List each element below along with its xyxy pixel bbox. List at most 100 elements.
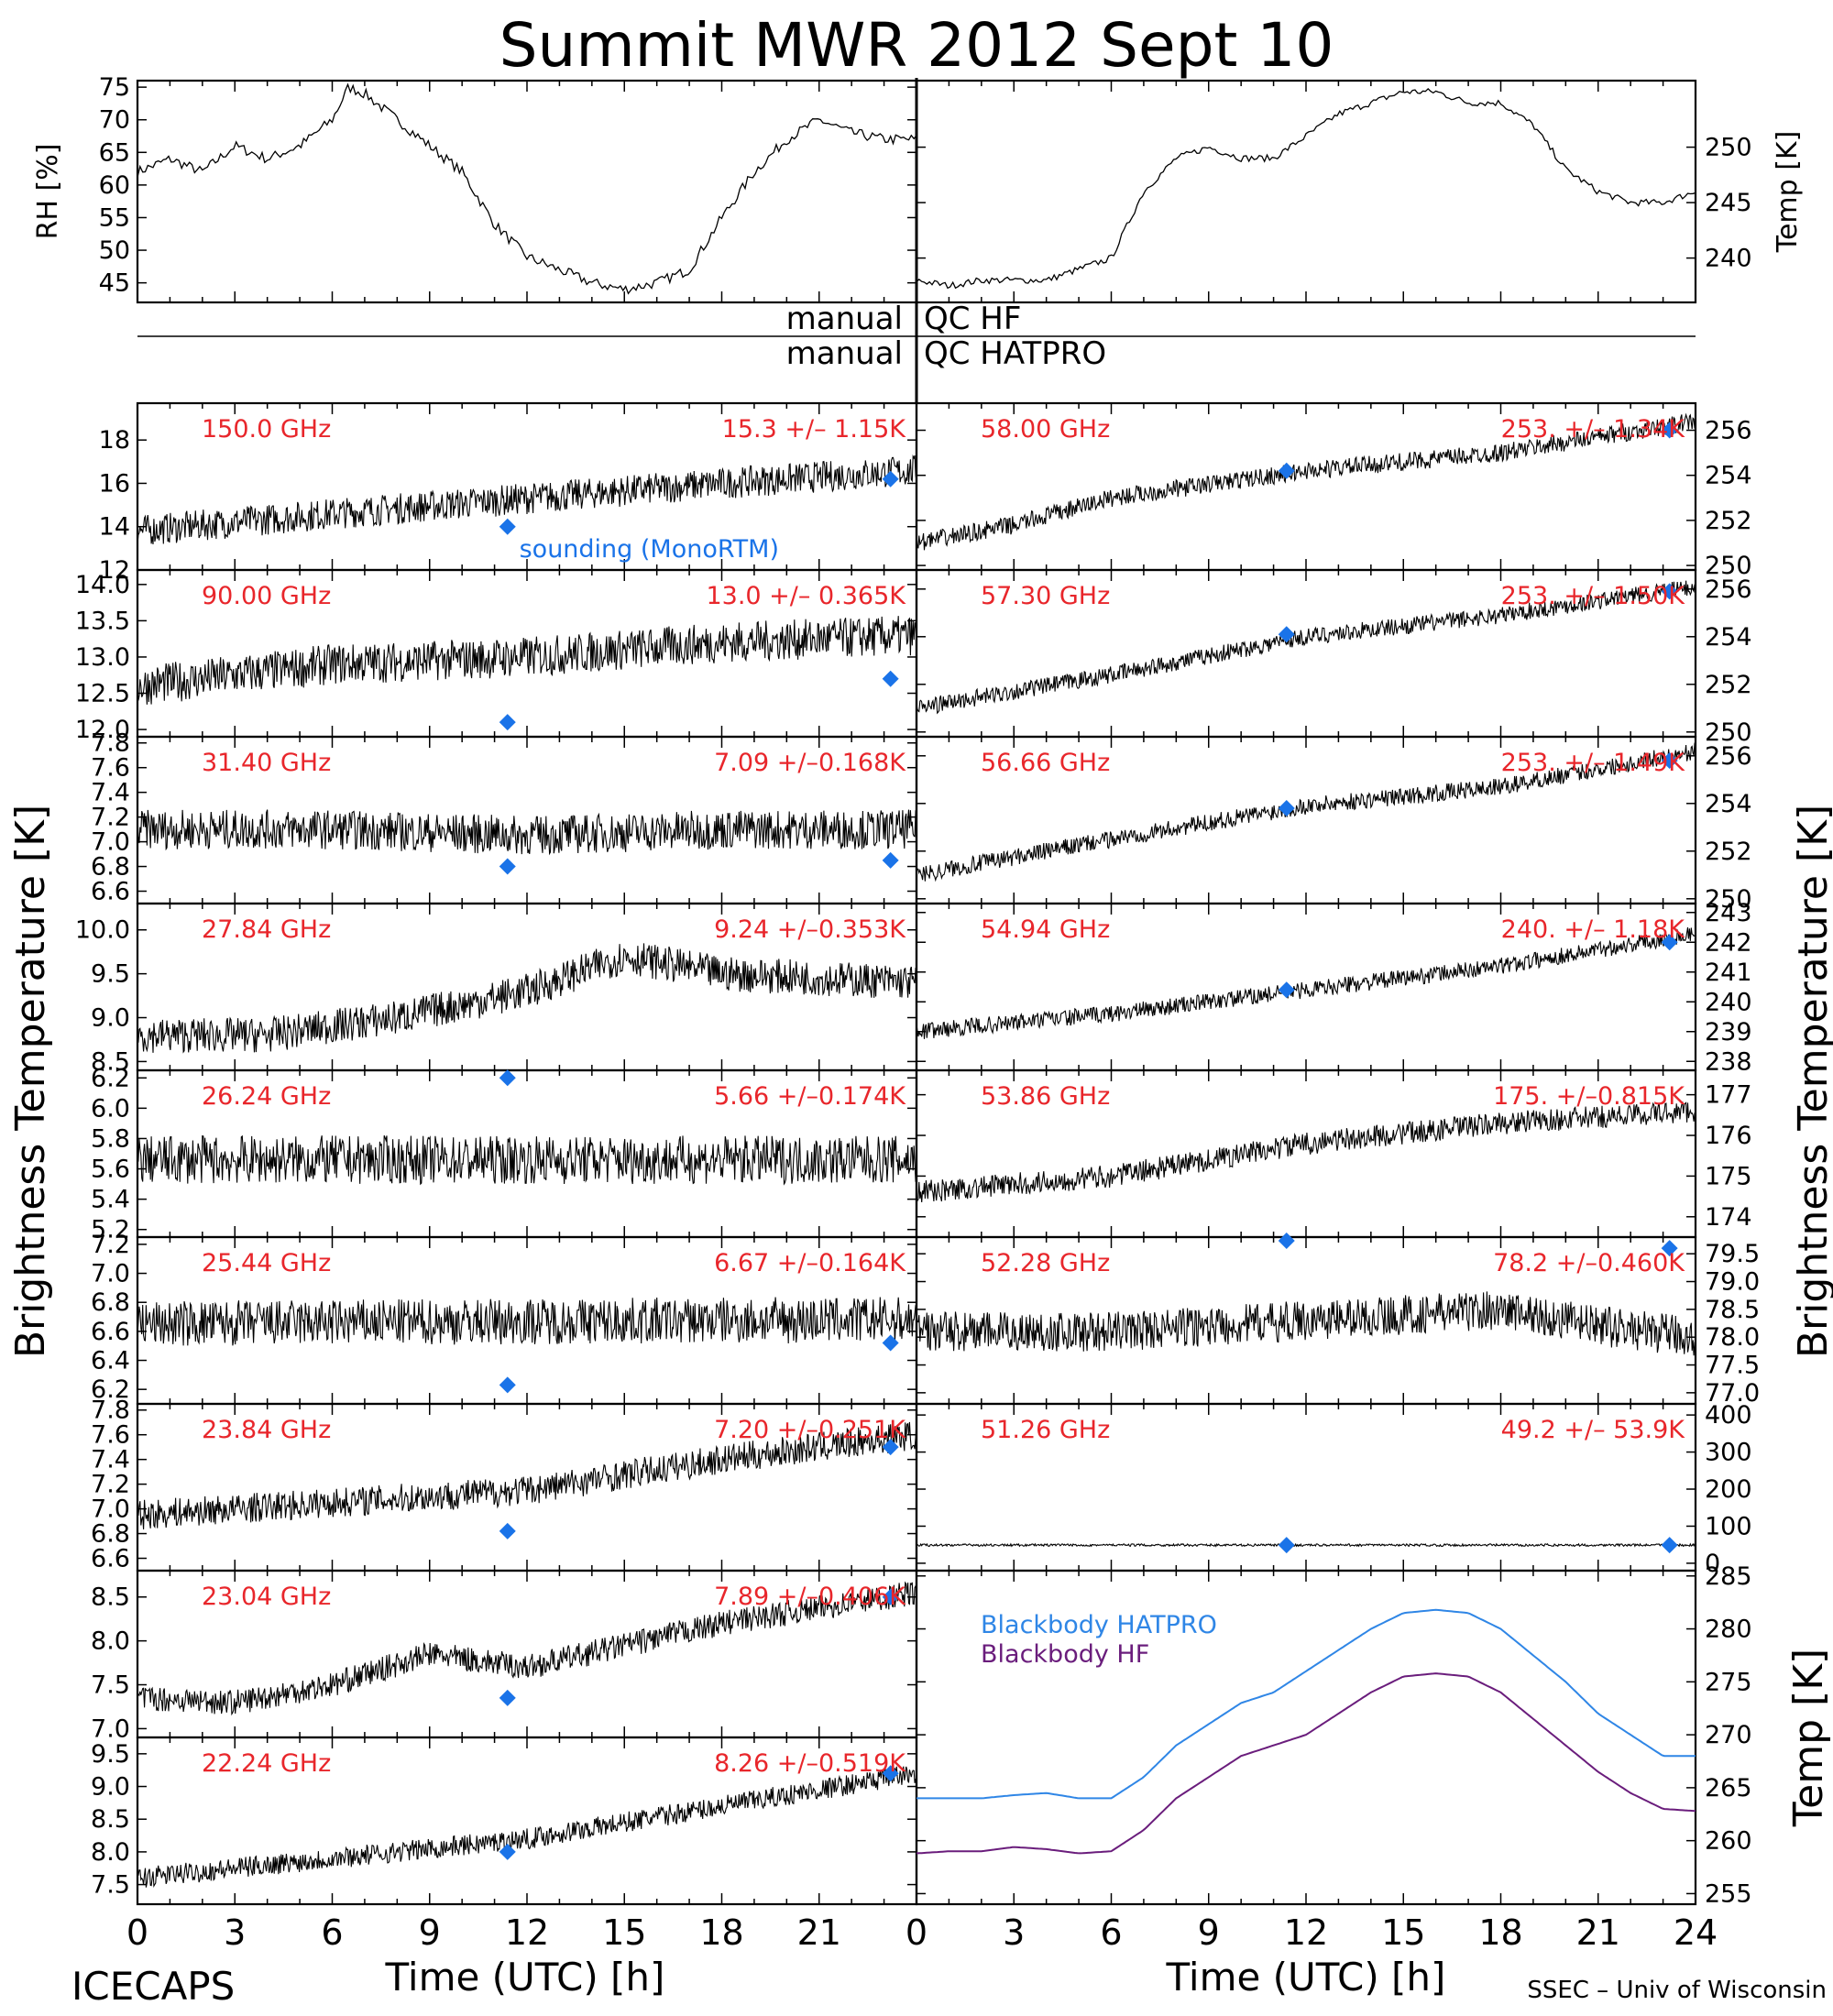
sounding-marker: [499, 1522, 516, 1539]
y-tick-label: 75: [99, 73, 130, 102]
y-tick-label: 254: [1705, 623, 1752, 652]
y-tick-label: 77.5: [1705, 1352, 1760, 1380]
x-tick-label-right: 9: [1198, 1912, 1220, 1953]
channel-frequency-label: 51.26 GHz: [981, 1416, 1110, 1444]
y-tick-label: 5.6: [91, 1156, 130, 1184]
x-tick-label-right: 0: [906, 1912, 927, 1953]
x-tick-label-right: 18: [1478, 1912, 1522, 1953]
channel-series-line: [137, 943, 917, 1054]
qc-hatpro-right: QC HATPRO: [924, 335, 1106, 372]
y-tick-label: 0: [1705, 1550, 1720, 1578]
channel-stat-label: 7.20 +/–0.251K: [714, 1416, 906, 1444]
sounding-marker: [1278, 1233, 1295, 1249]
channel-frequency-label: 53.86 GHz: [981, 1082, 1110, 1111]
y-tick-label: 6.6: [91, 878, 130, 906]
y-tick-label: 55: [99, 203, 130, 232]
sounding-marker: [499, 714, 516, 731]
channel-series-line: [916, 1542, 1696, 1548]
y-ticks: 8.5 9.0 9.5 10.0: [75, 916, 916, 1076]
y-tick-label: 8.0: [91, 1838, 130, 1867]
y-tick-label: 8.5: [91, 1805, 130, 1834]
y-tick-label: 240: [1705, 988, 1752, 1016]
sounding-marker: [882, 670, 899, 687]
y-tick-label: 254: [1705, 790, 1752, 818]
x-tick-label-right: 12: [1284, 1912, 1328, 1953]
channel-frequency-label: 57.30 GHz: [981, 582, 1110, 610]
x-ticks: [137, 1070, 917, 1237]
rh-series-line: [137, 82, 917, 295]
channel-series-line: [137, 616, 917, 705]
channel-frequency-label: 25.44 GHz: [202, 1249, 331, 1277]
sounding-marker: [882, 1439, 899, 1456]
y-tick-label: 239: [1705, 1018, 1752, 1046]
y-tick-label: 6.4: [91, 1347, 130, 1375]
temp-axis-label: Temp [K]: [1772, 131, 1804, 254]
x-ticks: [916, 81, 1696, 302]
sounding-marker: [882, 1765, 899, 1782]
left-y-axis-label: Brightness Temperature [K]: [7, 805, 54, 1358]
y-tick-label: 13.0: [75, 643, 130, 672]
y-tick-label: 174: [1705, 1203, 1752, 1232]
y-tick-label: 12: [99, 556, 130, 585]
channel-frequency-label: 58.00 GHz: [981, 415, 1110, 444]
y-tick-label: 7.5: [91, 1871, 130, 1900]
chart-title: Summit MWR 2012 Sept 10: [499, 10, 1334, 81]
y-tick-label: 14: [99, 513, 130, 542]
y-tick-label: 78.5: [1705, 1296, 1760, 1324]
y-tick-label: 7.8: [91, 729, 130, 758]
channel-frequency-label: 52.28 GHz: [981, 1249, 1110, 1277]
y-tick-label: 265: [1705, 1774, 1752, 1802]
sounding-legend-label: sounding (MonoRTM): [520, 535, 779, 564]
sounding-marker: [882, 851, 899, 869]
y-ticks: 0 100 200 300 400: [916, 1401, 1752, 1578]
channel-stat-label: 7.89 +/–0.406K: [714, 1583, 906, 1611]
y-tick-label: 400: [1705, 1401, 1752, 1430]
temp-panel-frame: [915, 79, 1697, 304]
y-tick-label: 250: [1705, 718, 1752, 747]
y-tick-label: 256: [1705, 742, 1752, 771]
sounding-marker: [1278, 626, 1295, 643]
sounding-marker: [1661, 1240, 1678, 1257]
sounding-marker: [499, 1376, 516, 1394]
x-tick-label-left: 0: [126, 1912, 148, 1953]
y-tick-label: 254: [1705, 462, 1752, 490]
x-tick-label-left: 3: [224, 1912, 246, 1953]
sounding-marker: [1278, 1537, 1295, 1554]
y-ticks: 77.077.578.078.579.079.5: [916, 1240, 1760, 1408]
y-tick-label: 285: [1705, 1562, 1752, 1591]
blackbody-axis-label: Temp [K]: [1785, 1649, 1832, 1827]
y-ticks: 250 252 254 256: [916, 742, 1752, 914]
x-tick-label-left: 6: [321, 1912, 343, 1953]
y-tick-label: 14.0: [75, 571, 130, 599]
x-ticks: [916, 403, 1696, 570]
y-tick-label: 8.5: [91, 1583, 130, 1612]
y-tick-label: 7.2: [91, 1231, 130, 1259]
x-ticks: [916, 1070, 1696, 1237]
y-tick-label: 240: [1705, 245, 1752, 273]
y-tick-label: 50: [99, 236, 130, 265]
y-tick-label: 250: [1705, 885, 1752, 914]
channel-stat-label: 175. +/–0.815K: [1493, 1082, 1685, 1111]
x-ticks: [137, 1571, 917, 1737]
x-ticks: [916, 570, 1696, 737]
y-tick-label: 7.6: [91, 754, 130, 783]
y-tick-label: 70: [99, 106, 130, 135]
channel-series: [137, 616, 917, 705]
y-tick-label: 256: [1705, 575, 1752, 604]
y-tick-label: 9.5: [91, 1740, 130, 1769]
channel-frequency-label: 56.66 GHz: [981, 749, 1110, 777]
y-tick-label: 243: [1705, 899, 1752, 927]
channel-series: [137, 809, 917, 856]
channel-series: [916, 742, 1696, 882]
channel-series-line: [137, 1766, 917, 1889]
channel-stat-label: 240. +/– 1.18K: [1501, 915, 1686, 944]
channel-frequency-label: 22.24 GHz: [202, 1749, 331, 1778]
y-tick-label: 8.5: [91, 1047, 130, 1076]
channel-series: [916, 1291, 1696, 1356]
y-tick-label: 238: [1705, 1047, 1752, 1076]
channel-series: [137, 1581, 917, 1716]
x-axis-label-right: Time (UTC) [h]: [1166, 1955, 1446, 2000]
channel-series: [137, 454, 917, 545]
x-ticks: [916, 1404, 1696, 1571]
